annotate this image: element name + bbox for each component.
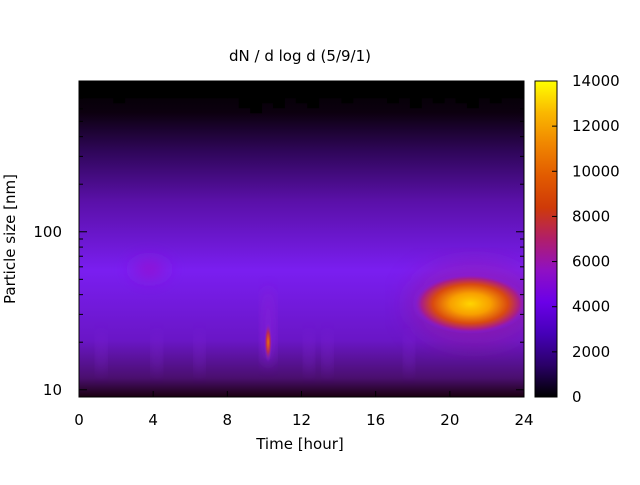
no-data-cell bbox=[364, 81, 377, 99]
no-data-cell bbox=[124, 81, 137, 99]
y-tick-label: 100 bbox=[33, 223, 62, 241]
no-data-cell bbox=[227, 81, 240, 99]
no-data-cell bbox=[421, 81, 434, 99]
no-data-cell bbox=[113, 81, 126, 104]
no-data-cell bbox=[489, 81, 502, 104]
no-data-cell bbox=[330, 81, 342, 99]
no-data-cell bbox=[181, 81, 194, 99]
plot-area bbox=[79, 81, 524, 397]
no-data-cell bbox=[170, 81, 183, 99]
x-tick-label: 4 bbox=[148, 411, 158, 429]
streak bbox=[323, 331, 332, 376]
colorbar-tick-label: 6000 bbox=[572, 253, 610, 271]
no-data-cell bbox=[444, 81, 457, 99]
no-data-cell bbox=[512, 81, 524, 99]
y-tick-label: 10 bbox=[43, 381, 62, 399]
no-data-cell bbox=[307, 81, 320, 109]
heatmap-background bbox=[79, 81, 524, 397]
colorbar-tick-label: 2000 bbox=[572, 343, 610, 361]
no-data-cell bbox=[136, 81, 148, 99]
x-tick-label: 12 bbox=[292, 411, 311, 429]
x-axis-label: Time [hour] bbox=[255, 435, 344, 453]
no-data-cell bbox=[501, 81, 514, 99]
colorbar-tick-label: 10000 bbox=[572, 162, 620, 180]
no-data-cell bbox=[387, 81, 399, 104]
no-data-cell bbox=[90, 81, 103, 99]
colorbar-tick-label: 0 bbox=[572, 388, 582, 406]
no-data-cell bbox=[432, 81, 445, 104]
no-data-band bbox=[79, 81, 524, 114]
colorbar bbox=[534, 80, 558, 398]
colorbar-axis: 0 2000 4000 6000 8000 10000 12000 14000 bbox=[552, 72, 620, 406]
chart-title: dN / d log d (5/9/1) bbox=[229, 47, 371, 65]
no-data-cell bbox=[193, 81, 206, 99]
no-data-cell bbox=[215, 81, 228, 99]
streak bbox=[304, 331, 313, 376]
colorbar-tick-label: 12000 bbox=[572, 117, 620, 135]
no-data-cell bbox=[250, 81, 263, 114]
x-tick-label: 0 bbox=[74, 411, 84, 429]
streak bbox=[97, 331, 106, 376]
no-data-cell bbox=[284, 81, 297, 99]
no-data-cell bbox=[158, 81, 171, 99]
no-data-cell bbox=[295, 81, 308, 104]
y-axis: 10 100 bbox=[33, 80, 524, 399]
no-data-cell bbox=[204, 81, 217, 99]
no-data-cell bbox=[409, 81, 422, 109]
x-tick-label: 16 bbox=[366, 411, 385, 429]
no-data-cell bbox=[79, 81, 91, 99]
heatmap-features bbox=[97, 249, 524, 376]
streak bbox=[152, 331, 161, 376]
burst-core bbox=[264, 322, 273, 363]
x-tick-label: 20 bbox=[440, 411, 459, 429]
colorbar-tick-label: 8000 bbox=[572, 207, 610, 225]
no-data-cell bbox=[352, 81, 365, 99]
no-data-cell bbox=[238, 81, 251, 109]
no-data-cell bbox=[466, 81, 479, 109]
no-data-cell bbox=[318, 81, 331, 99]
x-tick-label: 24 bbox=[514, 411, 533, 429]
x-axis: 0 4 8 12 16 20 24 bbox=[74, 81, 534, 429]
peak-core bbox=[412, 273, 524, 334]
no-data-cell bbox=[101, 81, 114, 99]
streak bbox=[405, 331, 414, 376]
weak-mode-blob bbox=[121, 249, 178, 290]
no-data-cell bbox=[272, 81, 285, 109]
no-data-cell bbox=[341, 81, 354, 104]
colorbar-tick-label: 4000 bbox=[572, 298, 610, 316]
no-data-cell bbox=[261, 81, 274, 104]
streak bbox=[195, 331, 204, 376]
colorbar-tick-label: 14000 bbox=[572, 72, 620, 90]
no-data-cell bbox=[398, 81, 411, 99]
y-axis-label: Particle size [nm] bbox=[1, 174, 19, 304]
no-data-cell bbox=[455, 81, 468, 104]
no-data-cell bbox=[375, 81, 388, 99]
x-tick-label: 8 bbox=[223, 411, 233, 429]
no-data-cell bbox=[478, 81, 491, 99]
no-data-cell bbox=[147, 81, 160, 99]
